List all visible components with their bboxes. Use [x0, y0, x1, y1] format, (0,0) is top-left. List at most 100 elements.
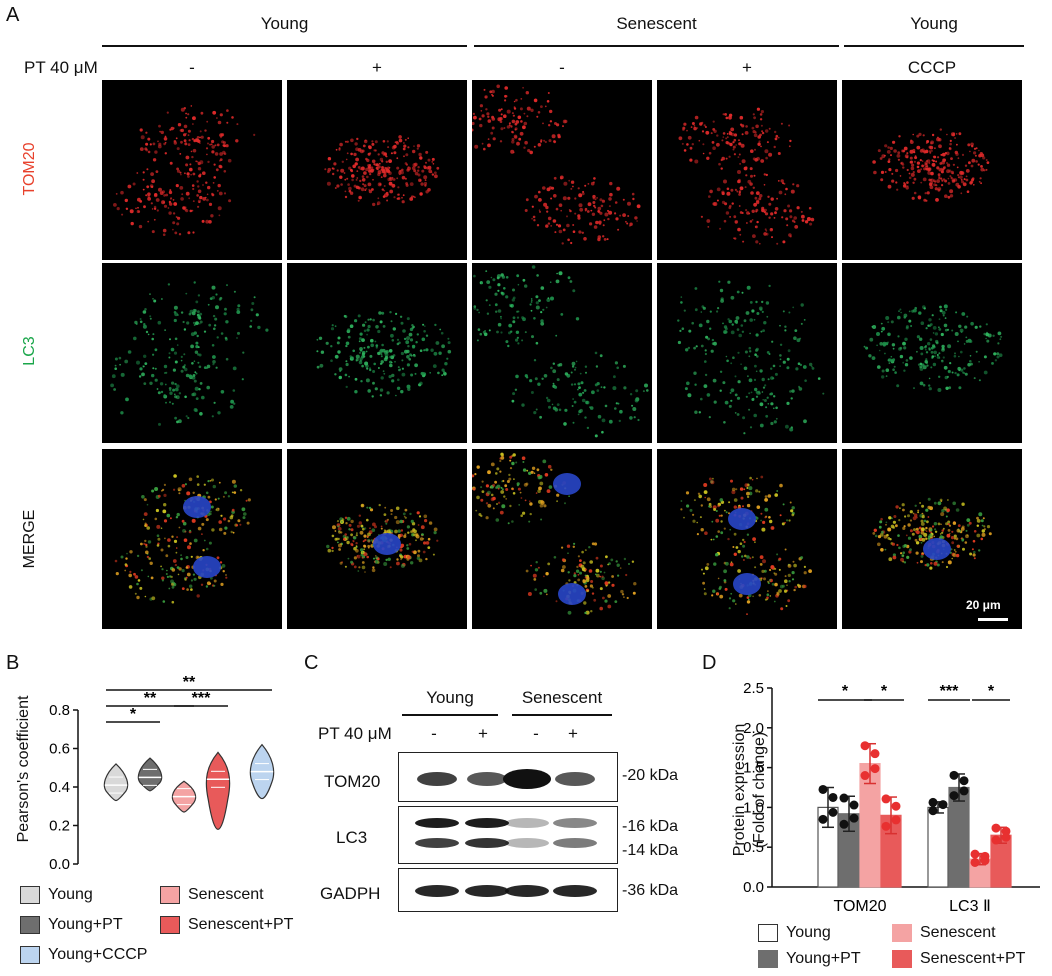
- bar-datapoint: [970, 849, 980, 859]
- blot-band: [505, 818, 549, 828]
- bar-datapoint: [881, 794, 891, 804]
- bar-young-pt: [948, 786, 970, 888]
- bar-sig-label: ***: [940, 683, 959, 700]
- blot-band: [503, 769, 551, 789]
- micrograph-r2-c3: [472, 263, 652, 443]
- bar-ytick-label: 1.0: [743, 799, 764, 816]
- violin-ytick-label: 0.0: [49, 856, 70, 873]
- bar-datapoint: [959, 786, 969, 796]
- bar-datapoint: [891, 815, 901, 825]
- bar-young: [927, 806, 949, 888]
- panel-c-label: C: [304, 652, 319, 674]
- micrograph-r3-c2: [287, 449, 467, 629]
- row-label-tom20: TOM20: [21, 142, 38, 196]
- legend-d-item-senescent: Senescent: [892, 924, 996, 942]
- bar-sig-label: *: [881, 683, 888, 700]
- bar-datapoint: [818, 814, 828, 824]
- blot-band: [415, 838, 459, 848]
- bar-datapoint: [849, 813, 859, 823]
- blot-band: [555, 772, 595, 786]
- legend-b-label: Senescent: [188, 886, 264, 903]
- legend-b-swatch: [160, 916, 180, 934]
- lane-mark-3: -: [533, 724, 539, 743]
- scale-bar-label: 20 μm: [966, 598, 1001, 612]
- bar-sig-label: *: [988, 683, 995, 700]
- legend-b-label: Young: [48, 886, 93, 903]
- bar-datapoint: [839, 793, 849, 803]
- bar-ytick-label: 2.0: [743, 720, 764, 737]
- micrograph-r2-c5: [842, 263, 1022, 443]
- blot-group-line-senescent: [512, 714, 612, 716]
- legend-d-label: Senescent+PT: [920, 950, 1026, 967]
- col-mark-2: +: [372, 58, 382, 77]
- violin-ylabel: Pearson's coefficient: [15, 695, 32, 843]
- lane-mark-4: +: [568, 724, 578, 743]
- bar-ylabel-line1: Protein expression: [731, 723, 748, 857]
- micrograph-r1-c1: [102, 80, 282, 260]
- row-label-lc3: LC3: [21, 336, 38, 366]
- blot-band: [467, 772, 507, 786]
- blot-band: [465, 838, 509, 848]
- bar-datapoint: [870, 749, 880, 759]
- legend-b-label: Senescent+PT: [188, 916, 294, 933]
- violin-sig-label: **: [144, 690, 157, 707]
- legend-d-swatch: [892, 924, 912, 942]
- blot-tom20: [398, 752, 618, 802]
- micrograph-r2-c2: [287, 263, 467, 443]
- bar-category-label: LC3 Ⅱ: [949, 898, 991, 915]
- legend-d-label: Young: [786, 924, 831, 941]
- group-line-senescent: [474, 45, 839, 47]
- panel-d-label: D: [702, 652, 717, 674]
- blot-group-line-young: [402, 714, 498, 716]
- bar-datapoint: [828, 792, 838, 802]
- legend-d-swatch: [758, 924, 778, 942]
- bar-ytick-label: 0.5: [743, 839, 764, 856]
- legend-b-item-young-pt: Young+PT: [20, 916, 123, 934]
- legend-d-item-senescent-pt: Senescent+PT: [892, 950, 1025, 968]
- blot-band: [505, 885, 549, 897]
- col-mark-3: -: [559, 58, 565, 77]
- blot-band: [415, 818, 459, 828]
- group-title-young-cccp: Young: [910, 14, 958, 33]
- group-line-young: [102, 45, 467, 47]
- violin-chart: 0.00.20.40.60.8 *** *****: [49, 674, 275, 873]
- legend-b-swatch: [20, 886, 40, 904]
- panel-b-label: B: [6, 652, 20, 674]
- blot-band: [465, 818, 509, 828]
- micrograph-r3-c4: [657, 449, 837, 629]
- blot-group-senescent: Senescent: [521, 688, 603, 707]
- bar-datapoint: [860, 771, 870, 781]
- blot-band: [553, 885, 597, 897]
- blot-row-gadph: GADPH: [320, 884, 381, 903]
- lane-mark-1: -: [431, 724, 437, 743]
- micrograph-r1-c5: [842, 80, 1022, 260]
- bar-ytick-label: 0.0: [743, 879, 764, 896]
- bar-ylabel-line2: (Fold of change): [751, 731, 768, 849]
- legend-d-label: Senescent: [920, 924, 996, 941]
- blot-band: [465, 885, 509, 897]
- marker-36kda: -36 kDa: [622, 882, 679, 899]
- legend-b-label: Young+PT: [48, 916, 123, 933]
- blot-row-tom20: TOM20: [324, 772, 381, 791]
- row-label-merge: MERGE: [21, 509, 38, 569]
- blot-band: [553, 818, 597, 828]
- blot-band: [417, 772, 457, 786]
- treatment-label: PT 40 μM: [24, 58, 98, 77]
- marker-20kda: -20 kDa: [622, 767, 679, 784]
- bar-datapoint: [1001, 832, 1011, 842]
- micrograph-r3-c5: [842, 449, 1022, 629]
- violin-sig-label: **: [183, 674, 196, 691]
- bar-datapoint: [928, 797, 938, 807]
- violin-sig-label: ***: [192, 690, 211, 707]
- group-title-young: Young: [260, 14, 309, 33]
- col-mark-1: -: [189, 58, 195, 77]
- bar-datapoint: [881, 821, 891, 831]
- micrograph-r2-c1: [102, 263, 282, 443]
- blot-band: [553, 838, 597, 848]
- violin-senescent-pt: [205, 751, 231, 830]
- violin-ytick-label: 0.6: [49, 741, 70, 758]
- group-line-cccp: [844, 45, 1024, 47]
- bar-ylabel: Protein expression (Fold of change): [730, 700, 770, 880]
- bar-datapoint: [959, 776, 969, 786]
